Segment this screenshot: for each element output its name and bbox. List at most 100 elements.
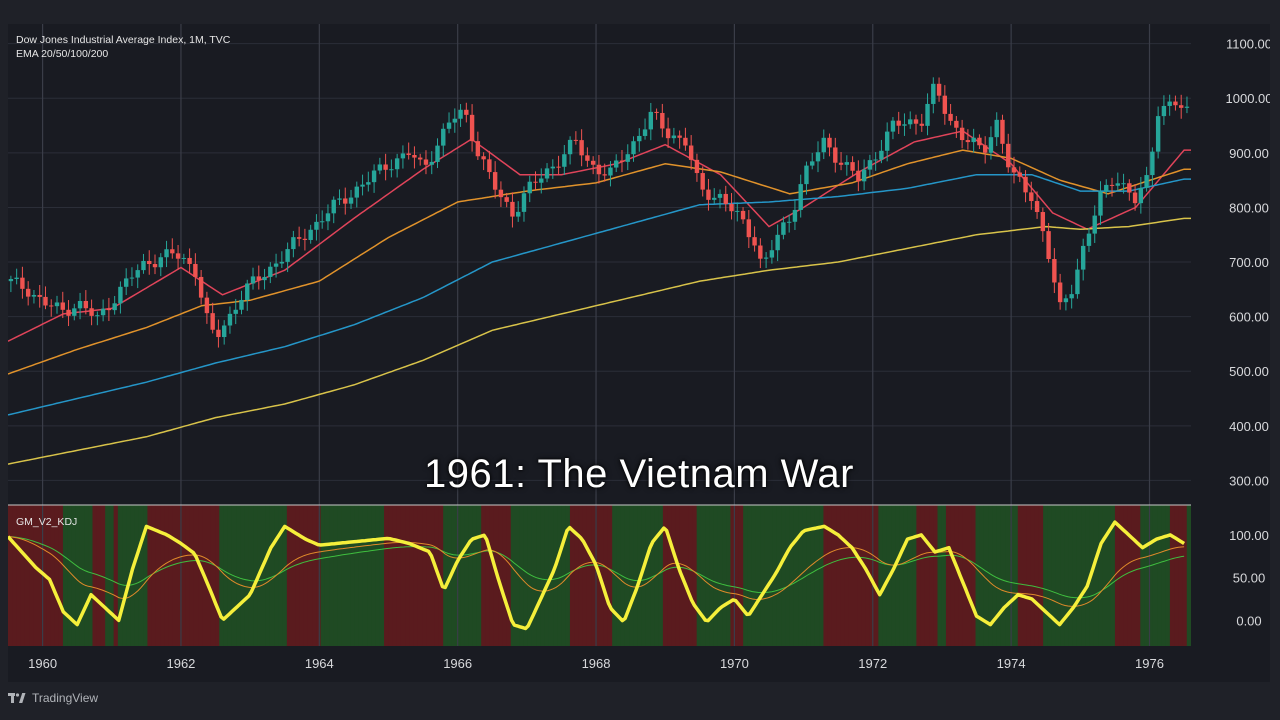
- candle-body: [147, 260, 152, 265]
- candle-body: [89, 308, 94, 316]
- oscillator-zone: [358, 505, 364, 646]
- oscillator-label: GM_V2_KDJ: [16, 516, 78, 528]
- time-tick-label[interactable]: 1964: [305, 656, 334, 671]
- candle-body: [1115, 183, 1120, 186]
- oscillator-zone: [1119, 505, 1124, 646]
- candle-body: [827, 137, 832, 148]
- oscillator-zone: [329, 505, 334, 646]
- price-tick-label[interactable]: 1000.00: [1226, 91, 1271, 106]
- oscillator-zone: [16, 505, 22, 646]
- oscillator-zone: [1161, 505, 1167, 646]
- oscillator-tick-label[interactable]: 0.00: [1236, 613, 1261, 628]
- oscillator-zone: [907, 505, 913, 646]
- candle-body: [856, 170, 861, 182]
- candle-body: [959, 127, 965, 141]
- oscillator-tick-label[interactable]: 50.00: [1233, 571, 1266, 586]
- candle-body: [1150, 151, 1155, 176]
- candle-body: [152, 264, 158, 268]
- price-tick-label[interactable]: 700.00: [1229, 255, 1269, 270]
- candle-body: [83, 300, 89, 309]
- oscillator-zone: [1106, 505, 1112, 646]
- candle-body: [579, 140, 584, 156]
- oscillator-zone: [388, 505, 394, 646]
- oscillator-zone: [181, 505, 187, 646]
- oscillator-zone: [193, 505, 199, 646]
- candle-body: [343, 198, 348, 204]
- oscillator-zone: [468, 505, 474, 646]
- time-tick-label[interactable]: 1968: [582, 656, 611, 671]
- price-tick-label[interactable]: 500.00: [1229, 364, 1269, 379]
- oscillator-zone: [227, 505, 233, 646]
- price-tick-label[interactable]: 400.00: [1229, 419, 1269, 434]
- footer-brand: TradingView: [32, 691, 99, 705]
- oscillator-zone: [198, 505, 203, 646]
- oscillator-zone: [941, 505, 947, 646]
- price-tick-label[interactable]: 800.00: [1229, 200, 1269, 215]
- candle-body: [348, 197, 354, 204]
- candle-body: [319, 221, 325, 223]
- oscillator-zone: [557, 505, 563, 646]
- oscillator-zone: [54, 505, 60, 646]
- candle-body: [1000, 119, 1005, 144]
- oscillator-zone: [722, 505, 727, 646]
- price-tick-label[interactable]: 1100.00: [1226, 37, 1270, 52]
- oscillator-zone: [667, 505, 672, 646]
- oscillator-zone: [912, 505, 917, 646]
- oscillator-zone: [983, 505, 989, 646]
- chart-canvas[interactable]: 300.00 400.00 500.00 600.00 700.00 800.00 900.…: [8, 24, 1270, 682]
- oscillator-zone: [126, 505, 132, 646]
- candle-body: [602, 174, 607, 176]
- candle-body: [1127, 183, 1132, 193]
- oscillator-zone: [50, 505, 56, 646]
- oscillator-zone: [438, 505, 444, 646]
- oscillator-zone: [747, 505, 753, 646]
- oscillator-zone: [210, 505, 216, 646]
- candle-body: [896, 120, 901, 126]
- oscillator-zone: [848, 505, 854, 646]
- time-tick-label[interactable]: 1976: [1135, 656, 1164, 671]
- candle-body: [798, 184, 803, 210]
- oscillator-zone: [730, 505, 736, 646]
- candle-body: [354, 186, 359, 198]
- time-tick-label[interactable]: 1972: [858, 656, 887, 671]
- oscillator-zone: [992, 505, 998, 646]
- time-tick-label[interactable]: 1962: [166, 656, 195, 671]
- time-tick-label[interactable]: 1970: [720, 656, 749, 671]
- candle-body: [758, 245, 763, 259]
- candle-body: [642, 129, 648, 136]
- oscillator-zone: [641, 505, 647, 646]
- candle-body: [544, 168, 550, 179]
- oscillator-zone: [574, 505, 579, 646]
- oscillator-zone: [71, 505, 77, 646]
- oscillator-zone: [1098, 505, 1103, 646]
- candle-body: [815, 152, 821, 162]
- candle-body: [781, 222, 786, 235]
- candle-body: [337, 198, 342, 200]
- candle-body: [884, 131, 890, 151]
- time-tick-label[interactable]: 1966: [443, 656, 472, 671]
- candle-body: [550, 166, 556, 169]
- oscillator-zone: [781, 505, 786, 646]
- oscillator-zone: [823, 505, 829, 646]
- oscillator-zone: [1140, 505, 1146, 646]
- price-tick-label[interactable]: 300.00: [1229, 473, 1269, 488]
- oscillator-zone: [1165, 505, 1171, 646]
- chart-frame: 300.00 400.00 500.00 600.00 700.00 800.00 900.…: [8, 24, 1270, 682]
- price-tick-label[interactable]: 600.00: [1229, 310, 1269, 325]
- price-tick-label[interactable]: 900.00: [1229, 146, 1269, 161]
- candle-body: [8, 279, 14, 282]
- candle-body: [371, 170, 377, 183]
- candle-body: [717, 193, 723, 198]
- oscillator-zone: [1076, 505, 1082, 646]
- time-tick-label[interactable]: 1960: [28, 656, 57, 671]
- candle-body: [567, 139, 573, 155]
- oscillator-tick-label[interactable]: 100.00: [1229, 528, 1269, 543]
- oscillator-zone: [586, 505, 592, 646]
- candle-body: [740, 210, 746, 220]
- candle-body: [786, 221, 792, 223]
- oscillator-zone: [1055, 505, 1061, 646]
- time-tick-label[interactable]: 1974: [997, 656, 1026, 671]
- candle-body: [175, 253, 181, 259]
- candle-body: [527, 181, 532, 194]
- oscillator-zone: [1127, 505, 1133, 646]
